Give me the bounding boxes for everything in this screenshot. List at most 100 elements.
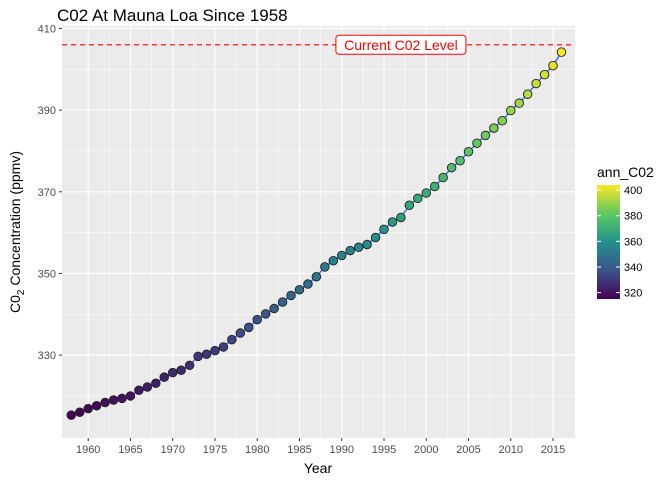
x-tick-label: 1985 <box>287 444 311 456</box>
x-tick-label: 1975 <box>203 444 227 456</box>
annotation-box <box>335 34 467 55</box>
data-point <box>125 391 136 401</box>
data-point <box>100 397 110 408</box>
data-point <box>336 250 347 261</box>
data-point <box>522 89 533 99</box>
x-tick-label: 1970 <box>160 444 184 456</box>
data-point <box>108 395 119 405</box>
data-point <box>252 314 262 325</box>
chart-title: C02 At Mauna Loa Since 1958 <box>57 6 288 25</box>
points-layer <box>66 47 567 420</box>
data-point <box>362 239 372 250</box>
legend-tick-label: 400 <box>624 185 642 197</box>
data-point <box>379 224 389 235</box>
data-point <box>446 162 457 173</box>
data-point <box>244 322 254 333</box>
x-tick-label: 1965 <box>118 444 142 456</box>
data-point <box>227 334 237 345</box>
plot-panel <box>62 26 575 438</box>
y-axis-ticks: 330 350 370 390 410 <box>38 23 62 362</box>
y-tick-label: 390 <box>38 105 56 117</box>
legend-tick-label: 360 <box>624 236 642 248</box>
data-point <box>345 245 355 256</box>
data-point <box>480 130 491 141</box>
y-tick-label: 370 <box>38 187 56 199</box>
data-point <box>151 378 161 389</box>
data-point <box>556 47 567 57</box>
data-point <box>83 403 93 414</box>
legend-tick-label: 340 <box>624 262 642 274</box>
data-point <box>320 262 330 272</box>
data-point <box>353 242 364 253</box>
data-point <box>497 115 508 126</box>
data-point <box>531 78 541 89</box>
legend-title: ann_C02 <box>597 164 654 180</box>
data-point <box>176 365 186 375</box>
data-point <box>210 345 220 356</box>
data-point <box>438 172 448 183</box>
data-point <box>421 188 432 198</box>
annotation-label: Current C02 Level <box>344 37 458 53</box>
y-tick-label: 350 <box>38 268 56 280</box>
color-legend: ann_C02 320 340 360 380 400 <box>597 164 654 300</box>
data-point <box>539 69 550 80</box>
y-axis-title-main: C0 <box>7 295 23 313</box>
data-point <box>455 155 465 166</box>
data-point <box>277 297 288 307</box>
legend-ticks: 320 340 360 380 400 <box>597 185 642 300</box>
minor-gridlines <box>62 26 575 438</box>
y-axis-title: C02 Concentration (ppmv) <box>7 151 27 313</box>
data-point <box>218 342 229 352</box>
y-tick-label: 330 <box>38 350 56 362</box>
data-point <box>506 105 516 116</box>
data-point <box>489 123 499 133</box>
y-axis-title-rest: Concentration (ppmv) <box>7 151 23 290</box>
major-gridlines <box>62 26 575 438</box>
x-tick-label: 1960 <box>76 444 100 456</box>
x-tick-label: 2000 <box>414 444 438 456</box>
legend-tick-label: 320 <box>624 288 642 300</box>
data-point <box>303 279 313 289</box>
data-point <box>328 256 339 266</box>
data-point <box>463 147 474 157</box>
data-point <box>117 393 127 404</box>
data-point <box>472 138 482 148</box>
data-point <box>514 98 524 108</box>
data-point <box>193 351 203 362</box>
annotation-layer: Current C02 Level <box>335 34 467 55</box>
x-axis-title: Year <box>304 460 333 476</box>
legend-tick-label: 380 <box>624 211 642 223</box>
data-point <box>66 410 77 420</box>
data-point <box>269 303 279 314</box>
data-point <box>201 349 212 360</box>
x-tick-label: 2015 <box>541 444 565 456</box>
legend-colorbar <box>597 185 620 299</box>
data-point <box>91 400 102 411</box>
data-point <box>159 372 170 382</box>
data-point <box>396 212 406 223</box>
data-point <box>134 385 144 395</box>
data-point <box>294 285 305 295</box>
data-point <box>167 367 178 378</box>
data-point <box>235 328 246 338</box>
y-axis-title-subscript: 2 <box>16 289 27 295</box>
data-point <box>286 290 296 301</box>
data-point <box>142 382 153 392</box>
x-tick-label: 1990 <box>329 444 353 456</box>
x-tick-label: 2010 <box>499 444 523 456</box>
x-tick-label: 1995 <box>372 444 396 456</box>
data-point <box>429 181 440 192</box>
x-axis-ticks: 1960 1965 1970 1975 1980 1985 1990 1995 2000 2005… <box>76 438 565 456</box>
x-tick-label: 1980 <box>245 444 269 456</box>
x-tick-label: 2005 <box>456 444 480 456</box>
data-point <box>311 271 322 282</box>
data-point <box>370 232 381 243</box>
y-tick-label: 410 <box>38 23 56 35</box>
data-point <box>387 217 398 227</box>
data-point <box>548 60 558 71</box>
data-point <box>413 193 423 204</box>
data-point <box>404 200 415 211</box>
data-point <box>184 360 195 371</box>
data-point <box>74 407 85 418</box>
